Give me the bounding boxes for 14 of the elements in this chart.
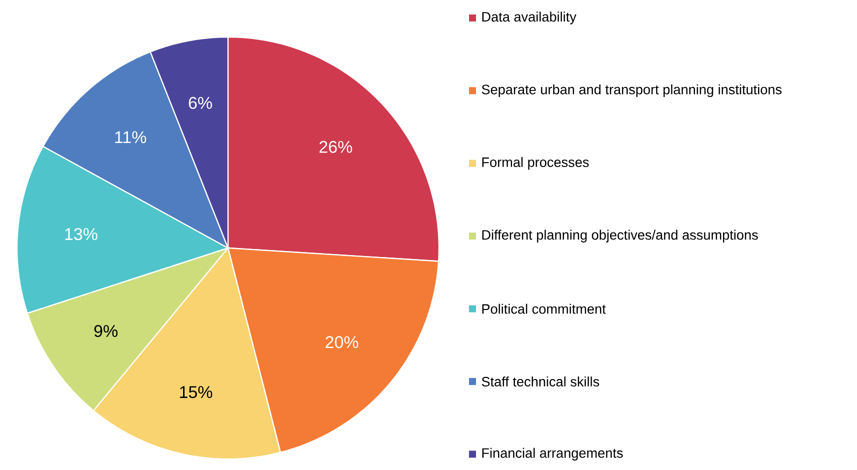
data-label: 9% <box>94 325 118 338</box>
data-label: 6% <box>188 96 212 109</box>
legend-label: Separate urban and transport planning institutions <box>482 84 782 98</box>
data-label: 11% <box>115 131 146 144</box>
data-label: 26% <box>320 140 352 153</box>
legend-label: Data availability <box>482 12 576 24</box>
legend-label: Formal processes <box>482 157 589 170</box>
data-label: 15% <box>180 386 212 398</box>
data-label: 20% <box>326 336 358 348</box>
legend-label: Political commitment <box>482 304 606 314</box>
legend-label: Financial arrangements <box>482 448 623 461</box>
legend-label: Staff technical skills <box>482 376 600 386</box>
data-label: 13% <box>65 228 98 240</box>
legend-label: Different planning objectives/and assumptions <box>482 230 758 242</box>
